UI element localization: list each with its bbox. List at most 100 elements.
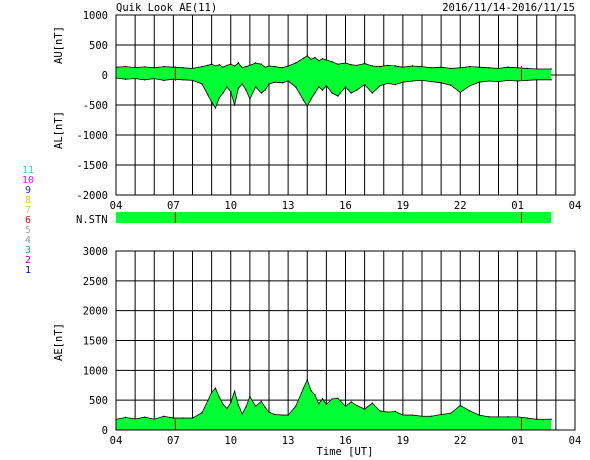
au-data-point	[172, 66, 175, 68]
y-tick-label: -1500	[76, 160, 108, 172]
ae-data-point	[226, 407, 228, 410]
al-data-point	[344, 86, 347, 88]
al-data-point	[260, 92, 263, 94]
al-data-point	[295, 86, 297, 88]
au-data-point	[421, 65, 423, 68]
au-axis-label: AU[nT]	[53, 26, 65, 64]
x-tick-label: 04	[569, 200, 582, 212]
x-tick-label: 19	[397, 435, 410, 447]
ae-data-point	[507, 416, 509, 418]
al-data-point	[411, 80, 414, 82]
ae-data-point	[260, 400, 263, 403]
al-data-point	[488, 80, 490, 82]
y-tick-label: 3000	[83, 246, 108, 258]
al-data-point	[497, 80, 500, 83]
x-tick-label: 04	[569, 435, 582, 447]
al-data-point	[254, 86, 257, 88]
ae-data-point	[394, 410, 396, 413]
al-data-point	[421, 79, 423, 82]
au-data-point	[350, 64, 352, 66]
au-data-point	[314, 56, 316, 59]
ae-data-point	[488, 416, 490, 418]
ae-data-point	[172, 417, 175, 419]
au-data-point	[497, 67, 500, 70]
x-tick-label: 04	[110, 200, 123, 212]
au-data-point	[310, 58, 312, 61]
x-tick-label: 10	[224, 200, 237, 212]
panel-frame	[115, 14, 576, 196]
ae-data-point	[230, 401, 232, 404]
au-data-point	[363, 62, 366, 65]
ae-data-point	[241, 413, 243, 415]
ae-data-point	[331, 398, 333, 400]
al-data-point	[507, 79, 509, 82]
ae-area	[116, 379, 552, 430]
au-data-point	[249, 64, 251, 67]
au-data-point	[245, 65, 247, 68]
al-data-point	[207, 94, 209, 96]
x-tick-label: 07	[167, 200, 180, 212]
au-data-point	[182, 67, 184, 69]
al-data-point	[516, 80, 519, 82]
al-data-point	[230, 91, 232, 93]
ae-data-point	[449, 412, 452, 414]
au-data-point	[321, 58, 324, 60]
al-data-point	[163, 79, 165, 82]
ae-data-point	[402, 414, 404, 416]
al-data-point	[440, 82, 442, 84]
au-data-point	[325, 59, 328, 61]
ae-data-point	[321, 398, 324, 400]
au-data-point	[134, 66, 136, 69]
ae-data-point	[264, 406, 266, 409]
station-legend-item: 11	[22, 165, 34, 176]
al-data-point	[550, 79, 552, 81]
station-legend-item: 6	[25, 215, 31, 226]
date-range: 2016/11/14-2016/11/15	[442, 2, 575, 14]
al-data-point	[449, 84, 452, 86]
au-data-point	[287, 65, 289, 67]
au-data-point	[318, 59, 320, 62]
ae-data-point	[207, 400, 209, 402]
au-data-point	[337, 63, 339, 65]
ae-data-point	[356, 404, 358, 407]
al-data-point	[321, 89, 324, 91]
ae-axis-label: AE[nT]	[53, 323, 65, 361]
al-data-point	[430, 80, 433, 83]
au-data-point	[281, 67, 284, 69]
au-data-point	[241, 67, 243, 69]
al-data-point	[287, 80, 289, 82]
ae-data-point	[233, 390, 236, 392]
ae-data-point	[363, 408, 366, 410]
al-data-point	[210, 101, 213, 103]
al-data-point	[268, 83, 270, 85]
panel-frame	[115, 250, 576, 431]
al-data-point	[222, 92, 224, 94]
al-axis-label: AL[nT]	[53, 111, 65, 149]
al-data-point	[245, 89, 247, 91]
y-tick-label: 1500	[83, 336, 108, 348]
ae-data-point	[268, 411, 270, 413]
ae-data-point	[306, 379, 308, 381]
al-data-point	[402, 81, 404, 83]
al-data-point	[371, 92, 373, 94]
ae-data-point	[222, 403, 224, 406]
al-data-point	[306, 105, 308, 107]
station-legend-item: 8	[25, 195, 31, 206]
ae-data-point	[337, 397, 339, 400]
au-data-point	[379, 65, 381, 68]
ae-data-point	[386, 411, 389, 413]
al-data-point	[314, 92, 316, 94]
au-data-point	[449, 67, 452, 70]
ae-data-point	[254, 405, 257, 407]
au-data-point	[411, 65, 414, 67]
al-data-point	[459, 91, 461, 94]
x-tick-label: 13	[282, 435, 295, 447]
au-data-point	[440, 66, 442, 68]
ae-data-point	[440, 413, 442, 416]
x-tick-label: 04	[110, 435, 123, 447]
ae-data-point	[210, 391, 213, 394]
au-data-point	[469, 65, 471, 68]
au-data-point	[237, 62, 240, 64]
au-data-point	[274, 65, 276, 68]
